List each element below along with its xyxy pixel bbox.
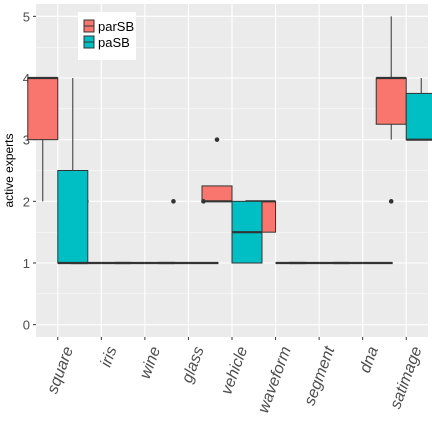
x-tick-label: iris — [98, 344, 121, 369]
box-parSB-square — [27, 76, 59, 202]
outlier-point — [171, 199, 176, 204]
y-tick-label: 1 — [23, 256, 30, 271]
outlier-point — [214, 137, 220, 142]
box-body — [405, 92, 432, 141]
box-body — [27, 77, 59, 141]
box-body — [201, 185, 233, 202]
y-tick-label: 3 — [23, 133, 30, 148]
box-paSB-vehicle — [231, 200, 263, 264]
x-tick-label: segment — [301, 344, 338, 408]
y-axis-title: active experts — [2, 133, 16, 207]
legend-label-paSB: paSB — [98, 35, 130, 50]
x-tick-label: square — [44, 344, 77, 396]
box-body — [375, 77, 407, 125]
x-tick-label: glass — [179, 344, 208, 385]
y-tick-label: 4 — [23, 71, 30, 86]
box-parSB-vehicle — [201, 137, 233, 203]
box-body — [57, 170, 89, 264]
box-paSB-square — [57, 78, 89, 265]
box-parSB-satimage — [375, 16, 407, 204]
y-tick-label: 2 — [23, 194, 30, 209]
y-tick-label: 0 — [23, 318, 30, 333]
y-tick-labels: 0 1 2 3 4 5 — [23, 9, 36, 333]
box-paSB-satimage — [405, 78, 432, 141]
legend-label-parSB: parSB — [98, 19, 134, 34]
box-paSB-glass — [188, 199, 219, 265]
x-tick-label: dna — [357, 344, 382, 375]
x-tick-label: vehicle — [218, 344, 251, 397]
x-tick-label: waveform — [255, 344, 295, 415]
box-series — [27, 16, 432, 265]
outlier-point — [388, 199, 394, 204]
x-tick-labels: square iris wine glass vehicle waveform segmen… — [44, 337, 426, 415]
x-tick-label: wine — [137, 344, 164, 381]
y-tick-label: 5 — [23, 9, 30, 24]
x-tick-label: satimage — [387, 344, 425, 411]
outlier-point — [201, 199, 206, 204]
